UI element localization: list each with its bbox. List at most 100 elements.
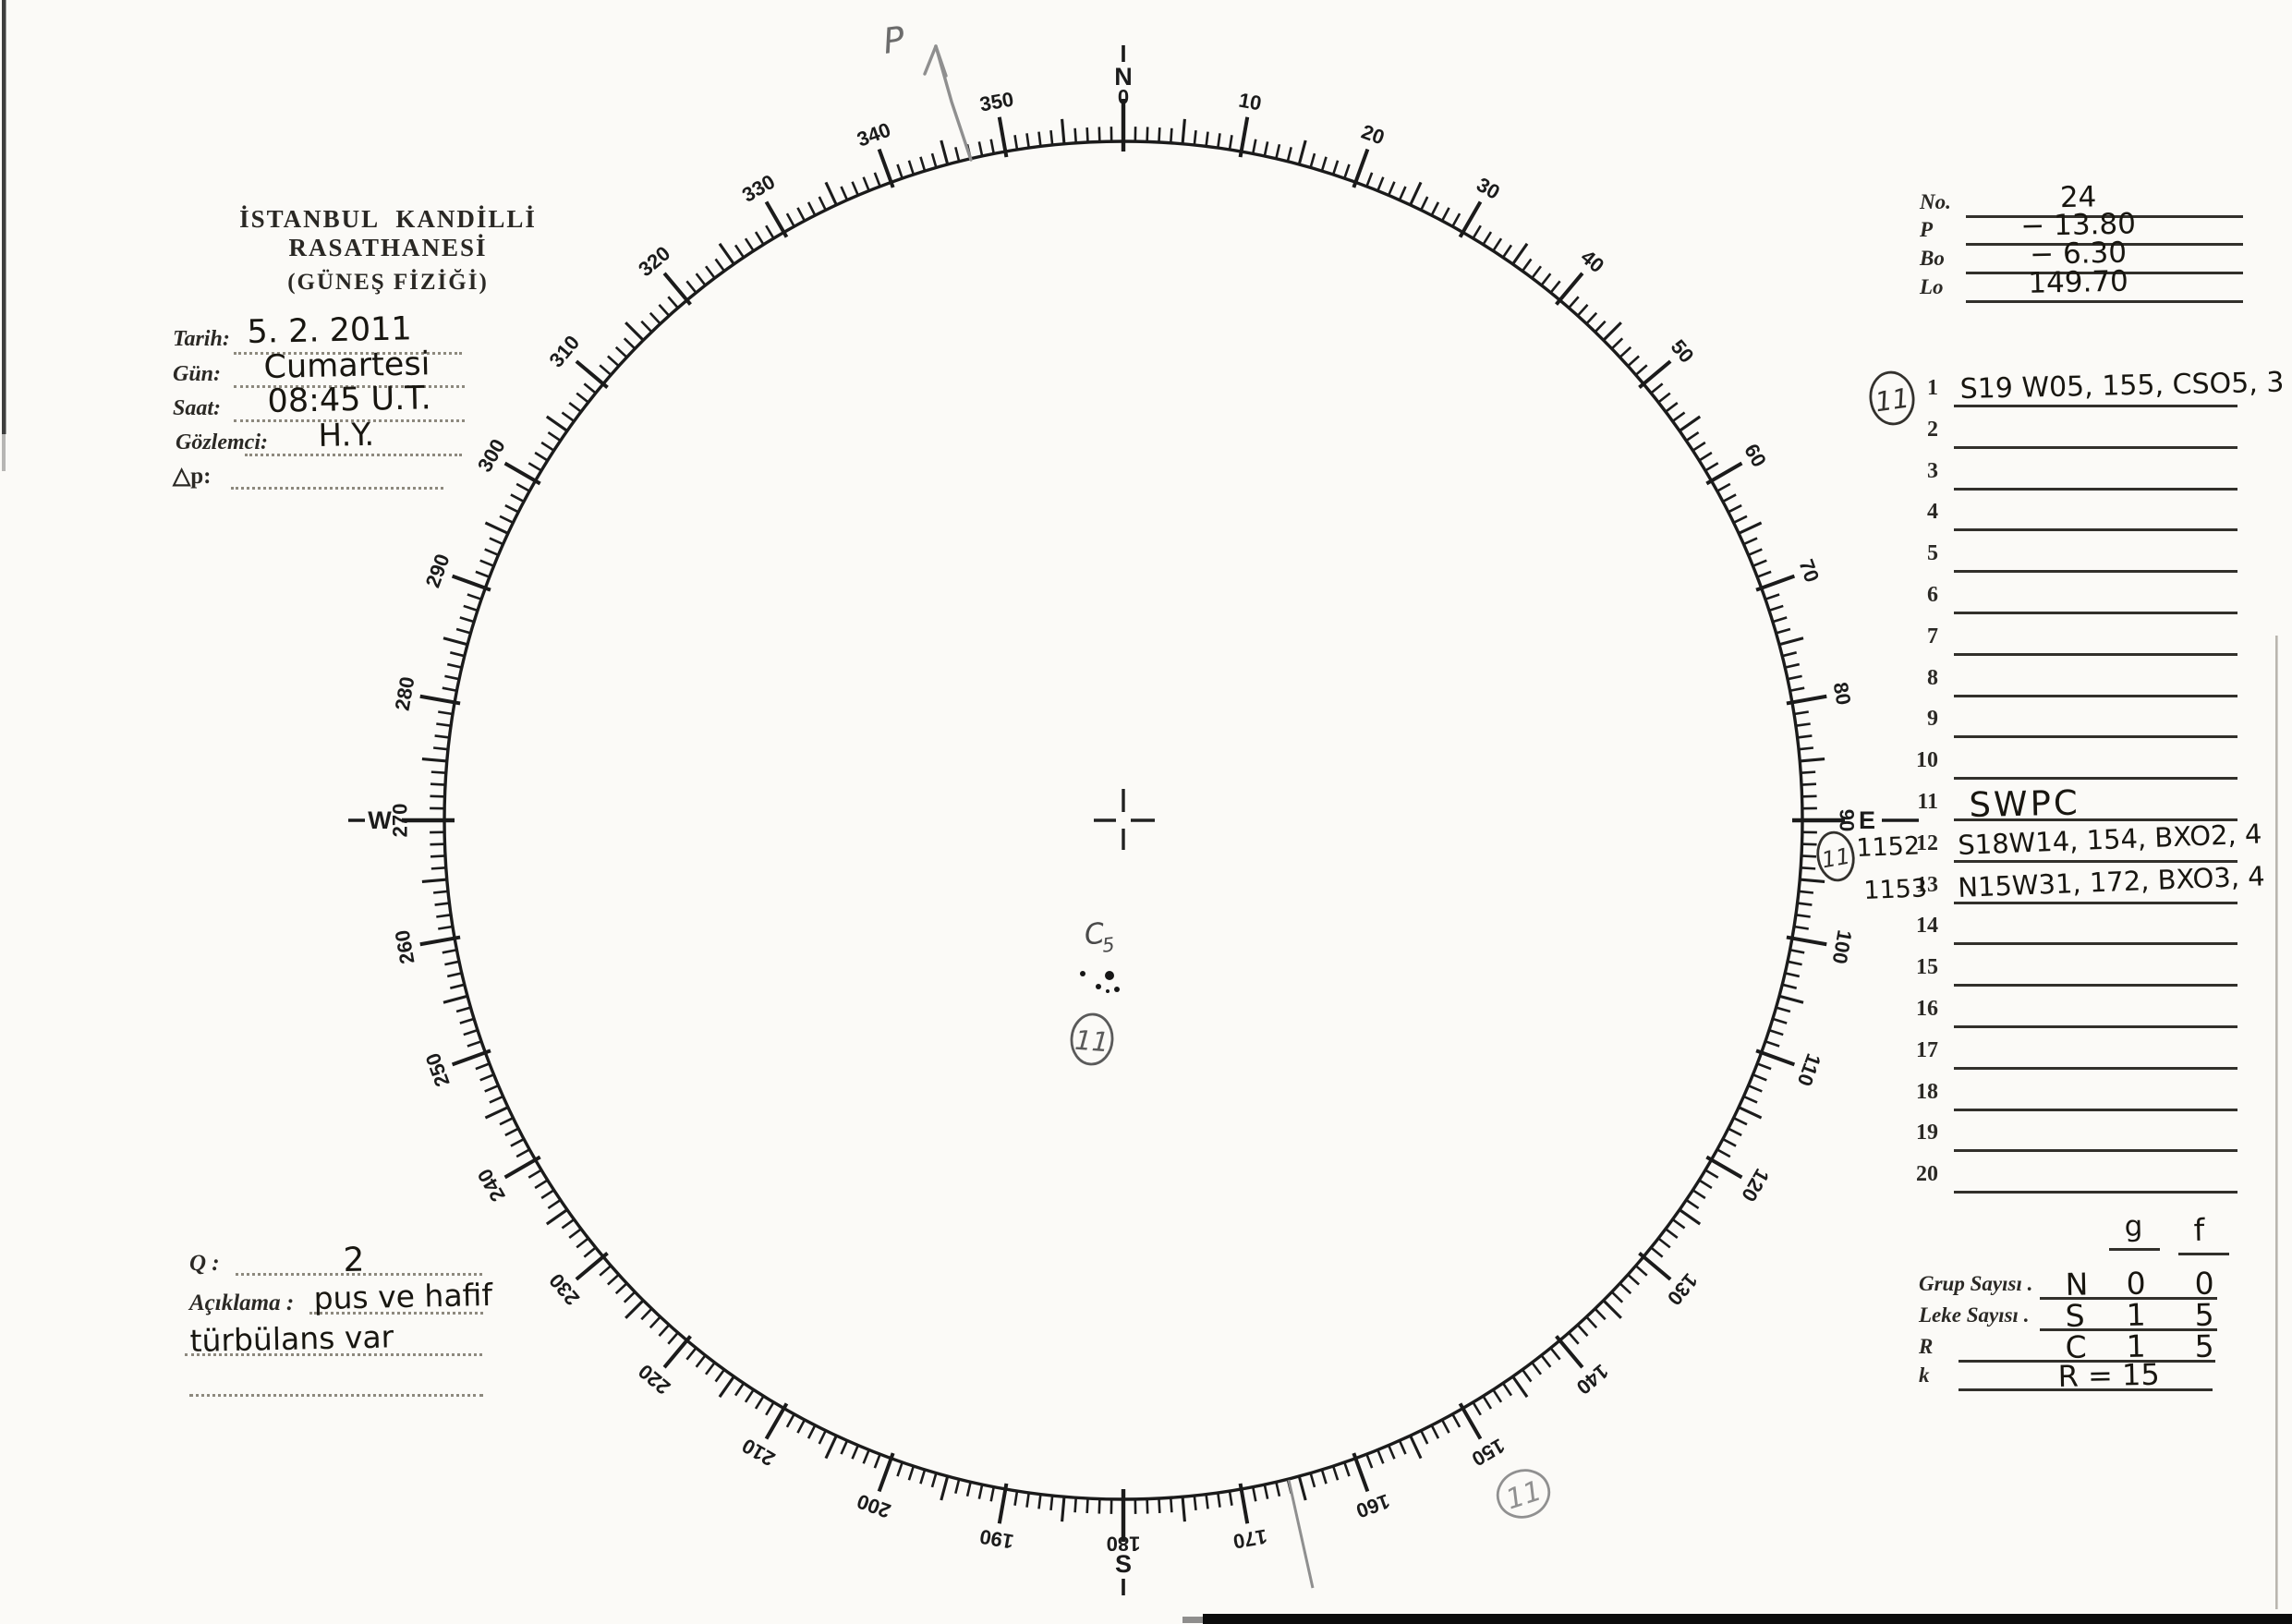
- group-row-number: 11: [1917, 790, 1938, 814]
- summary-label-1: Grup Sayısı .: [1919, 1272, 2033, 1295]
- svg-text:260: 260: [391, 928, 419, 966]
- summary-f-value: 5: [2194, 1327, 2214, 1364]
- field-label-tarih: Tarih:: [173, 327, 230, 351]
- field-label-gozlemci: Gözlemci:: [176, 430, 268, 454]
- summary-label-3: R: [1919, 1335, 1934, 1358]
- summary-rule: [2040, 1328, 2217, 1331]
- group-row-number: 16: [1916, 997, 1938, 1021]
- q-line: [236, 1273, 482, 1276]
- group-row-rule: [1954, 570, 2237, 574]
- ephemeris-label-no: No.: [1920, 190, 1951, 213]
- group-row-rule: [1954, 445, 2237, 449]
- group-row-value-1: S19 W05, 155, CSO5, 3: [1959, 366, 2285, 406]
- group-row-number: 7: [1927, 624, 1938, 648]
- disk-group-circle: 11: [1070, 1012, 1114, 1066]
- field-line-gun: [234, 385, 465, 388]
- group-row-rule: [1954, 901, 2237, 904]
- field-label-dp: △p:: [173, 464, 212, 489]
- svg-text:90: 90: [1836, 809, 1859, 831]
- svg-text:350: 350: [978, 88, 1016, 116]
- svg-text:160: 160: [1353, 1489, 1393, 1522]
- svg-text:W: W: [368, 806, 392, 834]
- group-row-rule: [1954, 612, 2237, 614]
- summary-label-4: k: [1919, 1363, 1930, 1387]
- field-line-dp: [231, 487, 443, 490]
- pencil-line-bottom: [1287, 1479, 1315, 1589]
- svg-text:5: 5: [1101, 933, 1116, 956]
- group-row-number: 3: [1927, 458, 1938, 483]
- svg-text:N: N: [1114, 63, 1133, 91]
- group-row-rule: [1954, 652, 2237, 656]
- svg-text:220: 220: [634, 1360, 674, 1400]
- ephemeris-rule: [1966, 215, 2243, 218]
- ephemeris-rule: [1966, 272, 2243, 274]
- observatory-name: İSTANBUL KANDİLLİ RASATHANESİ: [239, 205, 537, 261]
- field-label-gun: Gün:: [173, 362, 222, 386]
- field-value-tarih: 5. 2. 2011: [247, 310, 413, 351]
- svg-text:230: 230: [544, 1269, 584, 1310]
- group-row-rule: [1954, 1108, 2237, 1111]
- p-angle-label: P: [880, 18, 907, 62]
- group-row-number: 15: [1916, 955, 1938, 980]
- ephemeris-value: 149.70: [2027, 264, 2129, 300]
- group-row-number: 9: [1927, 707, 1938, 732]
- group-row-value-11: SWPC: [1969, 782, 2081, 825]
- group-row-rule: [1954, 405, 2237, 407]
- ephemeris-label-lo: Lo: [1920, 275, 1944, 298]
- svg-text:30: 30: [1473, 173, 1504, 204]
- group-row-number: 18: [1916, 1079, 1938, 1104]
- solar-limb-circle: [443, 139, 1804, 1501]
- field-label-saat: Saat:: [173, 396, 222, 420]
- svg-text:140: 140: [1572, 1360, 1613, 1400]
- group-row-number: 17: [1916, 1037, 1938, 1062]
- group-row-rule: [1954, 1025, 2237, 1028]
- q-label: Q :: [189, 1251, 220, 1276]
- summary-label-2: Leke Sayısı .: [1919, 1303, 2030, 1327]
- summary-rule: [1959, 1360, 2215, 1363]
- observatory-dept: (GÜNEŞ FİZİĞİ): [287, 270, 489, 295]
- group-row-prefix-13: 1153: [1862, 873, 1928, 905]
- svg-text:0: 0: [1118, 86, 1129, 109]
- group-row-rule: [1954, 528, 2237, 532]
- summary-rule: [2040, 1297, 2217, 1300]
- group-row-number: 4: [1927, 500, 1938, 525]
- svg-text:150: 150: [1468, 1434, 1509, 1471]
- p-angle-marker: [923, 44, 973, 162]
- ephemeris-rule: [1966, 243, 2243, 246]
- svg-text:70: 70: [1794, 556, 1824, 586]
- group-row-number: 2: [1927, 417, 1938, 442]
- group-row-rule: [1954, 694, 2237, 697]
- svg-text:60: 60: [1740, 440, 1771, 471]
- sunspot: [1105, 971, 1114, 980]
- aciklama-line3-rule: [189, 1394, 483, 1397]
- group-row-number: 20: [1916, 1162, 1938, 1187]
- svg-text:170: 170: [1231, 1525, 1269, 1554]
- summary-col-g: g: [2124, 1209, 2143, 1243]
- summary-col-g-rule: [2109, 1248, 2160, 1251]
- aciklama-line2-rule: [185, 1353, 482, 1356]
- svg-text:310: 310: [544, 331, 584, 371]
- group-row-rule: [1954, 942, 2237, 946]
- sunspot-group: [1080, 971, 1120, 993]
- svg-text:20: 20: [1358, 120, 1388, 150]
- svg-text:E: E: [1859, 806, 1875, 834]
- svg-text:80: 80: [1829, 681, 1856, 707]
- svg-text:190: 190: [978, 1525, 1016, 1554]
- ephemeris-label-p: P: [1920, 218, 1934, 241]
- svg-text:100: 100: [1828, 928, 1857, 966]
- group-row-rule: [1954, 1191, 2237, 1194]
- svg-text:270: 270: [389, 804, 412, 838]
- svg-text:200: 200: [854, 1489, 893, 1522]
- group-row-number: 8: [1927, 665, 1938, 690]
- row12-group-circle: 11: [1816, 830, 1855, 882]
- group-row-rule: [1954, 487, 2237, 491]
- svg-text:340: 340: [854, 118, 893, 151]
- sunspot: [1096, 984, 1101, 989]
- group-row-rule: [1954, 777, 2237, 781]
- svg-text:130: 130: [1663, 1269, 1703, 1310]
- svg-text:110: 110: [1793, 1050, 1826, 1089]
- svg-text:180: 180: [1107, 1533, 1141, 1556]
- group-row-number: 6: [1927, 583, 1938, 607]
